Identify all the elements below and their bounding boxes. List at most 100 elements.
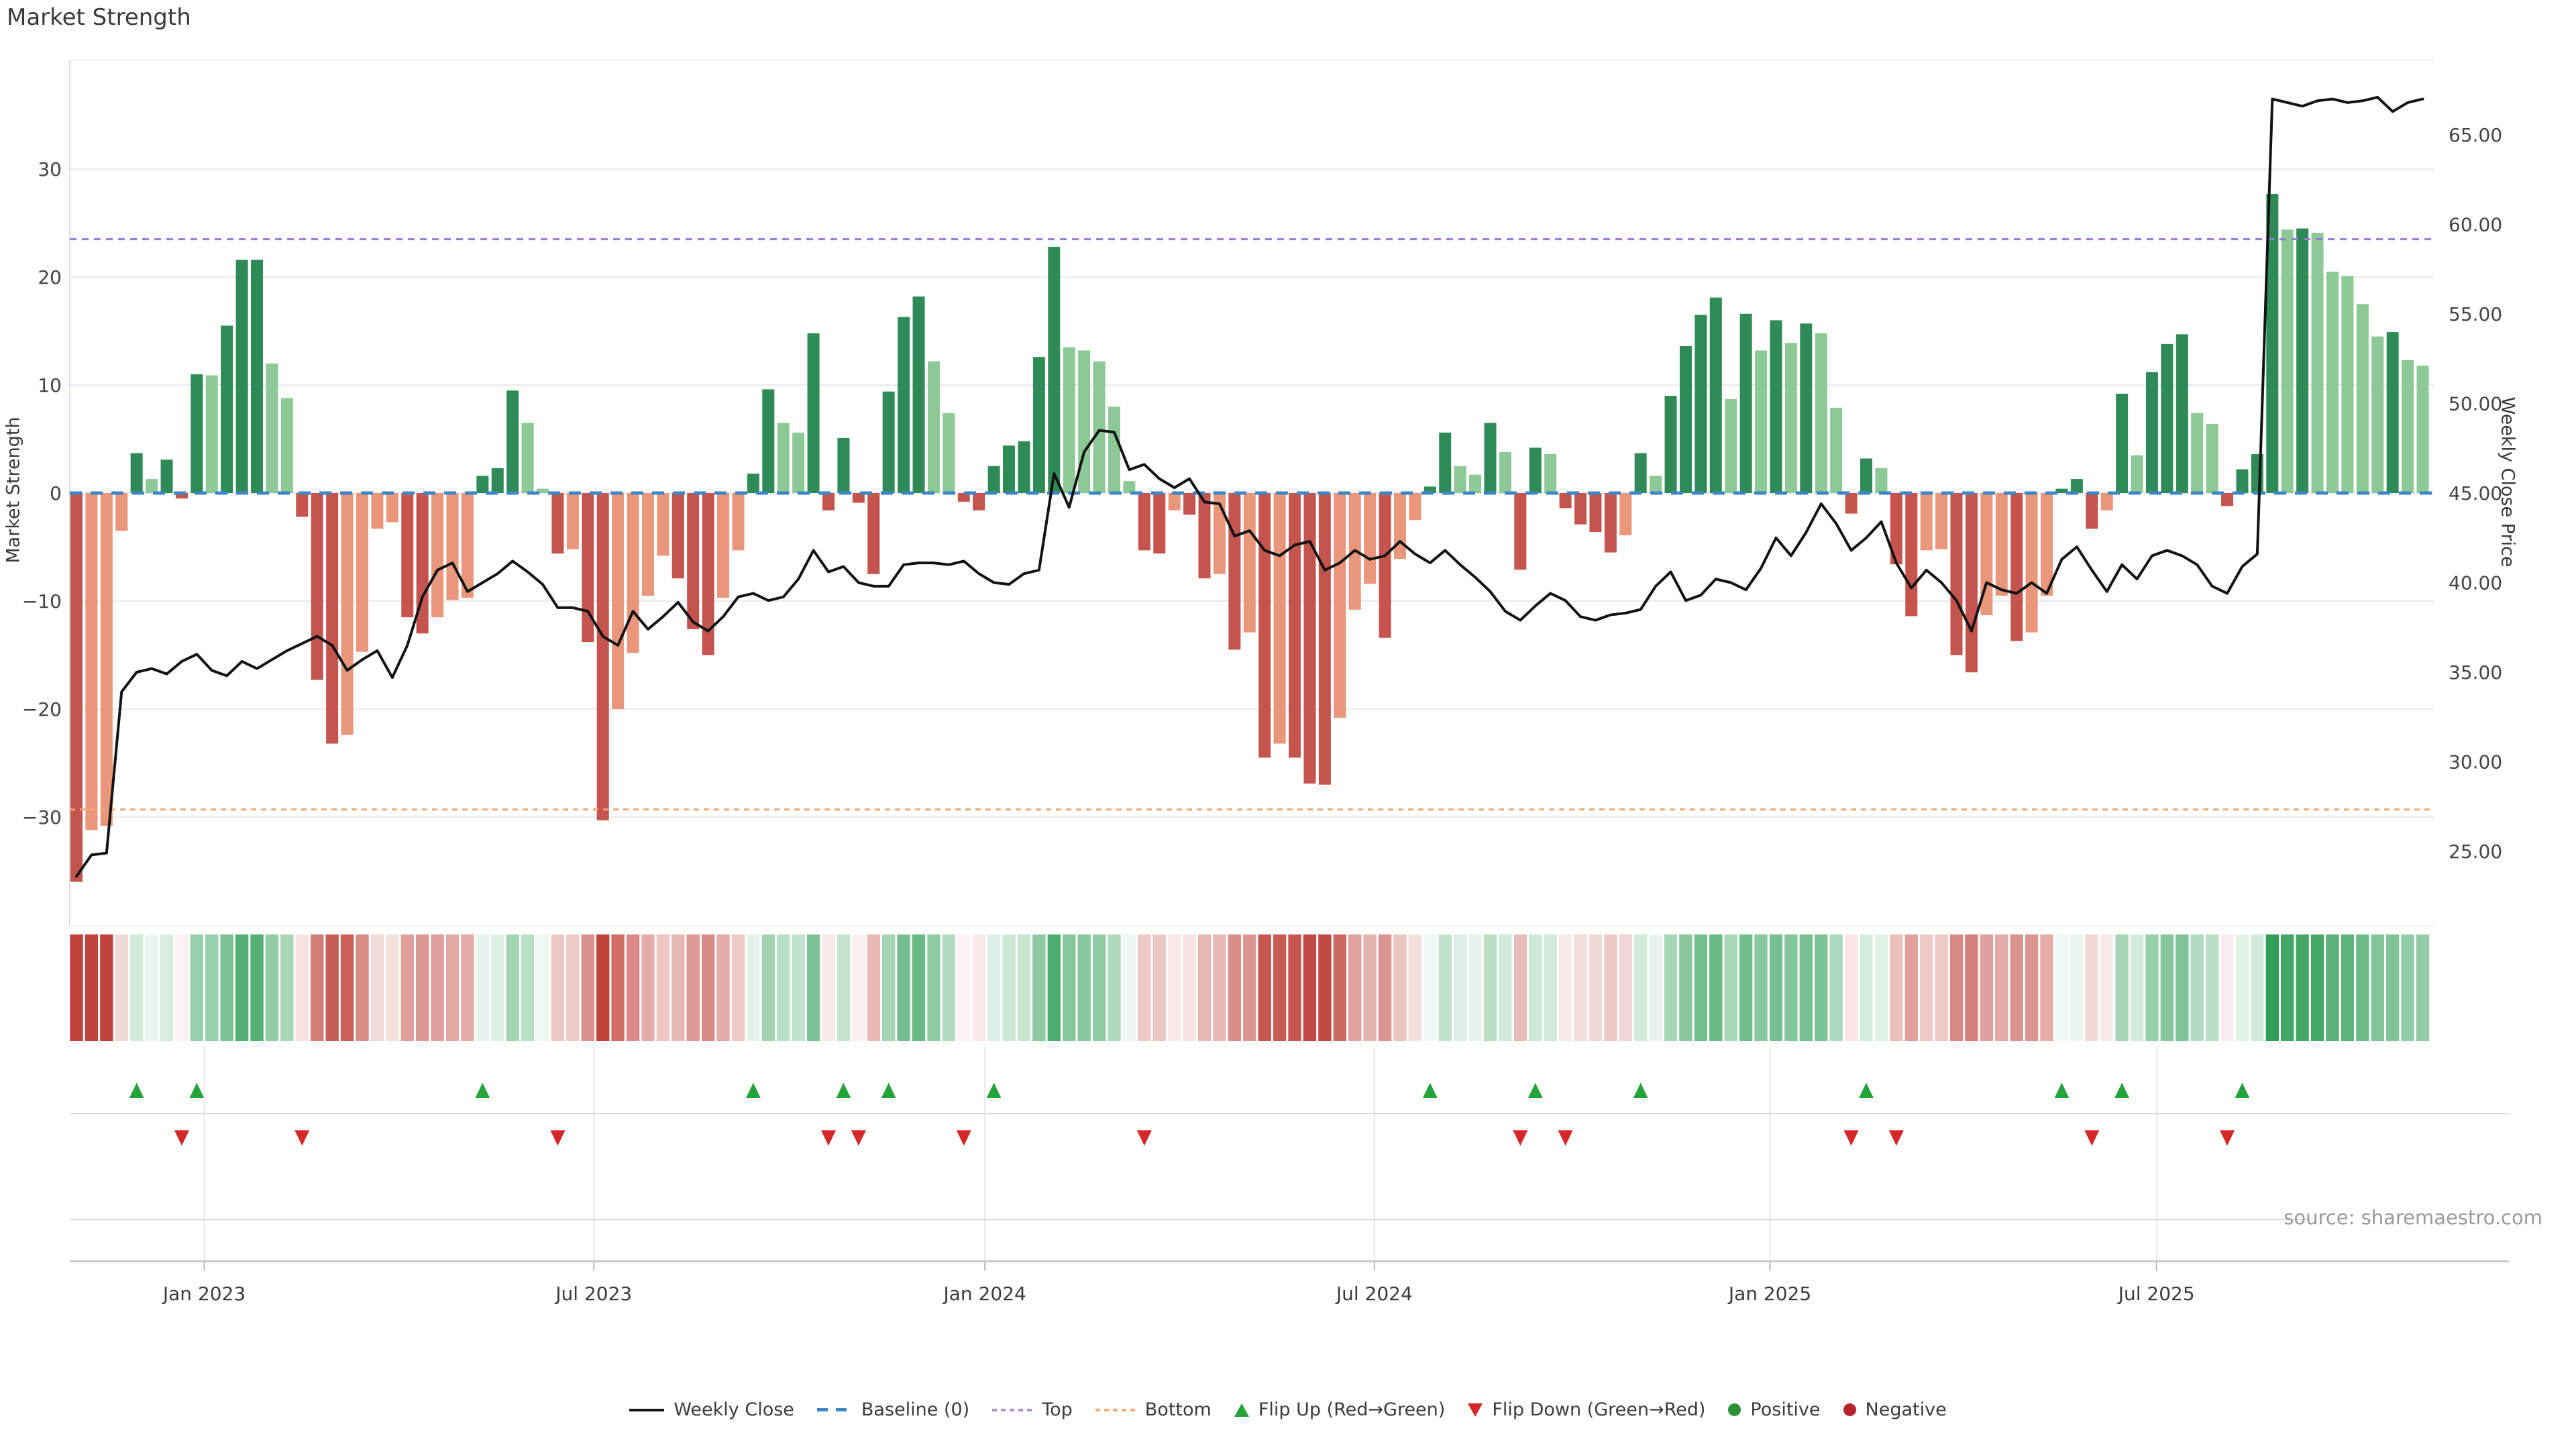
left-axis-tick: 0 <box>50 482 62 504</box>
heatmap-cell <box>1904 934 1918 1041</box>
heatmap-cell <box>1378 934 1392 1041</box>
x-axis-label: Jul 2024 <box>1335 1283 1413 1305</box>
strength-bar <box>461 493 474 598</box>
strength-bar <box>2266 194 2279 493</box>
heatmap-cell <box>175 934 189 1041</box>
heatmap-cell <box>626 934 640 1041</box>
heatmap-cell <box>2055 934 2069 1041</box>
heatmap-cell <box>852 934 865 1041</box>
strength-bar <box>2041 493 2053 596</box>
left-axis-tick: −10 <box>22 590 62 612</box>
flip-down-marker <box>294 1130 310 1146</box>
chart-legend: Weekly Close Baseline (0) Top Bottom Fli… <box>0 1399 2576 1420</box>
strength-bar <box>1409 493 1421 521</box>
heatmap-cell <box>2190 934 2204 1041</box>
strength-bar <box>1454 466 1466 493</box>
strength-bar <box>1860 458 1872 493</box>
heatmap-cell <box>2025 934 2039 1041</box>
strength-bar <box>1634 453 1647 493</box>
strength-bar <box>1664 396 1677 493</box>
green-dot-icon <box>1728 1403 1741 1416</box>
strength-bar <box>1228 493 1241 650</box>
strength-bar <box>446 493 459 600</box>
strength-bar <box>2356 304 2369 493</box>
flip-up-marker <box>129 1083 144 1098</box>
heatmap-cell <box>2341 934 2355 1041</box>
strength-bar <box>1153 493 1166 554</box>
heatmap-cell <box>145 934 158 1041</box>
heatmap-cell <box>115 934 128 1041</box>
strength-bar <box>371 493 384 529</box>
strength-bar <box>1935 493 1948 549</box>
flip-up-marker <box>1633 1083 1648 1098</box>
heatmap-cell <box>1558 934 1572 1041</box>
strength-bar <box>551 493 564 554</box>
strength-bar <box>130 453 143 493</box>
heatmap-cell <box>581 934 594 1041</box>
right-axis-tick: 35.00 <box>2449 661 2502 684</box>
strength-bar <box>687 493 700 629</box>
strength-bar <box>1168 493 1181 511</box>
strength-bar <box>1289 493 1301 758</box>
heatmap-cell <box>566 934 580 1041</box>
heatmap-cell <box>1709 934 1723 1041</box>
right-axis-tick: 50.00 <box>2449 393 2502 415</box>
strength-bar <box>476 476 489 493</box>
heatmap-cell <box>1318 934 1332 1041</box>
heatmap-cell <box>85 934 99 1041</box>
heatmap-cell <box>822 934 835 1041</box>
strength-bar <box>867 493 880 574</box>
heatmap-cell <box>1213 934 1226 1041</box>
heatmap-cell <box>1589 934 1603 1041</box>
heatmap-cell <box>1047 934 1061 1041</box>
heatmap-cell <box>1108 934 1121 1041</box>
dotted-line-swatch-icon <box>992 1408 1033 1411</box>
strength-bar <box>1063 347 1075 493</box>
heatmap-cell <box>1619 934 1632 1041</box>
heatmap-cell <box>2385 934 2400 1041</box>
right-axis-tick: 55.00 <box>2449 303 2502 325</box>
strength-bar <box>852 493 865 503</box>
strength-bar <box>1303 493 1316 784</box>
heatmap-cell <box>2176 934 2189 1041</box>
heatmap-cell <box>2010 934 2023 1041</box>
heatmap-cell <box>1017 934 1031 1041</box>
strength-bar <box>822 493 835 511</box>
strength-bar <box>1784 343 1797 493</box>
legend-item-weekly-close: Weekly Close <box>629 1399 794 1420</box>
strength-bar <box>762 389 775 493</box>
strength-bar <box>1604 493 1617 553</box>
strength-bar <box>416 493 429 634</box>
strength-bar <box>2145 372 2158 493</box>
heatmap-cell <box>1333 934 1346 1041</box>
heatmap-cell <box>2160 934 2174 1041</box>
legend-item-bottom: Bottom <box>1095 1399 1212 1420</box>
strength-bar <box>612 493 625 709</box>
heatmap-cell <box>205 934 219 1041</box>
strength-bar <box>882 391 895 493</box>
strength-bar <box>1093 361 1106 493</box>
strength-bar <box>70 493 83 882</box>
strength-bar <box>356 493 368 652</box>
strength-bar <box>1499 451 1511 493</box>
strength-bar <box>1108 407 1120 493</box>
strength-bar <box>2281 229 2294 493</box>
heatmap-cell <box>1935 934 1948 1041</box>
heatmap-cell <box>2371 934 2384 1041</box>
strength-bar <box>2221 493 2234 506</box>
strength-bar <box>2010 493 2023 641</box>
heatmap-cell <box>1769 934 1783 1041</box>
heatmap-cell <box>1167 934 1181 1041</box>
strength-bar <box>2100 493 2113 511</box>
flip-up-marker <box>1422 1083 1438 1098</box>
strength-bar <box>627 493 639 653</box>
strength-bar <box>1138 493 1150 551</box>
strength-bar <box>311 493 323 680</box>
heatmap-cell <box>521 934 535 1041</box>
strength-bar <box>1965 493 1978 673</box>
strength-bar <box>2086 493 2098 529</box>
heatmap-cell <box>1002 934 1016 1041</box>
dashed-line-swatch-icon <box>816 1408 852 1411</box>
left-axis-tick: 10 <box>38 374 62 396</box>
